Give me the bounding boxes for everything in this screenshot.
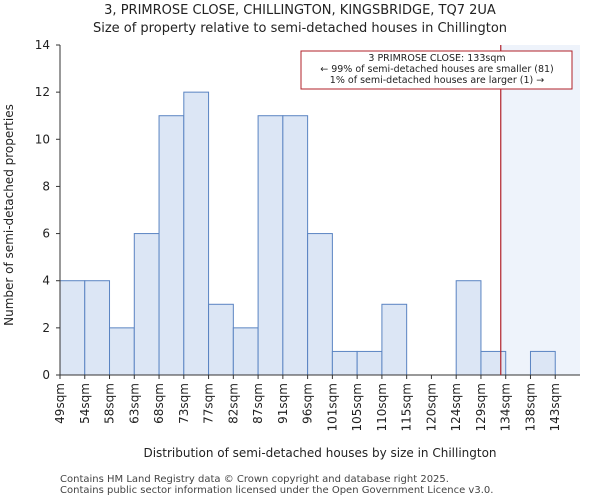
y-tick-label: 0: [42, 368, 50, 382]
histogram-bar: [356, 350, 383, 376]
x-tick-label: 120sqm: [424, 383, 438, 431]
x-tick-label: 138sqm: [523, 383, 537, 431]
chart-title-line2: Size of property relative to semi-detach…: [92, 21, 508, 36]
x-tick-label: 54sqm: [78, 383, 92, 424]
x-tick-label: 101sqm: [325, 383, 339, 431]
x-tick-label: 63sqm: [127, 383, 141, 424]
chart-title-line1: 3, PRIMROSE CLOSE, CHILLINGTON, KINGSBRI…: [104, 3, 496, 18]
annotation-line-1: 3 PRIMROSE CLOSE: 133sqm: [368, 53, 505, 64]
x-axis-title: Distribution of semi-detached houses by …: [143, 446, 496, 460]
y-tick-label: 12: [35, 85, 50, 99]
histogram-bar: [455, 280, 482, 376]
annotation-box: [300, 50, 573, 90]
histogram-bar: [381, 303, 408, 376]
x-tick-label: 129sqm: [474, 383, 488, 431]
histogram-bar: [307, 233, 333, 376]
histogram-bar: [331, 350, 358, 376]
x-tick-label: 96sqm: [301, 383, 315, 424]
footer-line2: Contains public sector information licen…: [60, 485, 494, 496]
y-tick-label: 10: [35, 132, 50, 146]
histogram-bar: [133, 233, 160, 376]
y-tick-label: 2: [42, 321, 50, 335]
x-tick-label: 110sqm: [375, 383, 389, 431]
annotation-line-2: ← 99% of semi-detached houses are smalle…: [320, 64, 554, 75]
x-tick-label: 91sqm: [276, 383, 290, 424]
x-tick-label: 73sqm: [177, 383, 191, 424]
annotation-line-3: 1% of semi-detached houses are larger (1…: [330, 75, 544, 86]
x-tick-label: 105sqm: [350, 383, 364, 431]
y-tick-label: 14: [35, 38, 50, 52]
histogram-bar: [257, 115, 284, 376]
x-tick-label: 49sqm: [53, 383, 67, 424]
histogram-bar: [232, 327, 259, 376]
x-tick-label: 124sqm: [449, 383, 463, 431]
x-tick-label: 77sqm: [202, 383, 216, 424]
histogram-bar: [480, 350, 507, 376]
x-tick-label: 143sqm: [548, 383, 562, 431]
x-tick-label: 134sqm: [499, 383, 513, 431]
histogram-bar: [208, 303, 234, 376]
y-tick-label: 4: [42, 274, 50, 288]
histogram-bar: [59, 280, 86, 376]
histogram-bar: [282, 115, 309, 376]
y-axis-title: Number of semi-detached properties: [2, 104, 16, 326]
x-tick-label: 87sqm: [251, 383, 265, 424]
histogram-bar: [109, 327, 135, 376]
y-tick-label: 8: [42, 179, 50, 193]
x-tick-label: 82sqm: [226, 383, 240, 424]
histogram-bar: [183, 91, 210, 376]
histogram-bar: [84, 280, 111, 376]
x-tick-label: 115sqm: [400, 383, 414, 431]
larger-region-highlight: [500, 45, 580, 375]
x-tick-label: 58sqm: [103, 383, 117, 424]
x-tick-label: 68sqm: [152, 383, 166, 424]
y-tick-label: 6: [42, 227, 50, 241]
histogram-bar: [529, 350, 556, 376]
footer-line1: Contains HM Land Registry data © Crown c…: [60, 474, 449, 485]
histogram-bar: [158, 115, 185, 376]
